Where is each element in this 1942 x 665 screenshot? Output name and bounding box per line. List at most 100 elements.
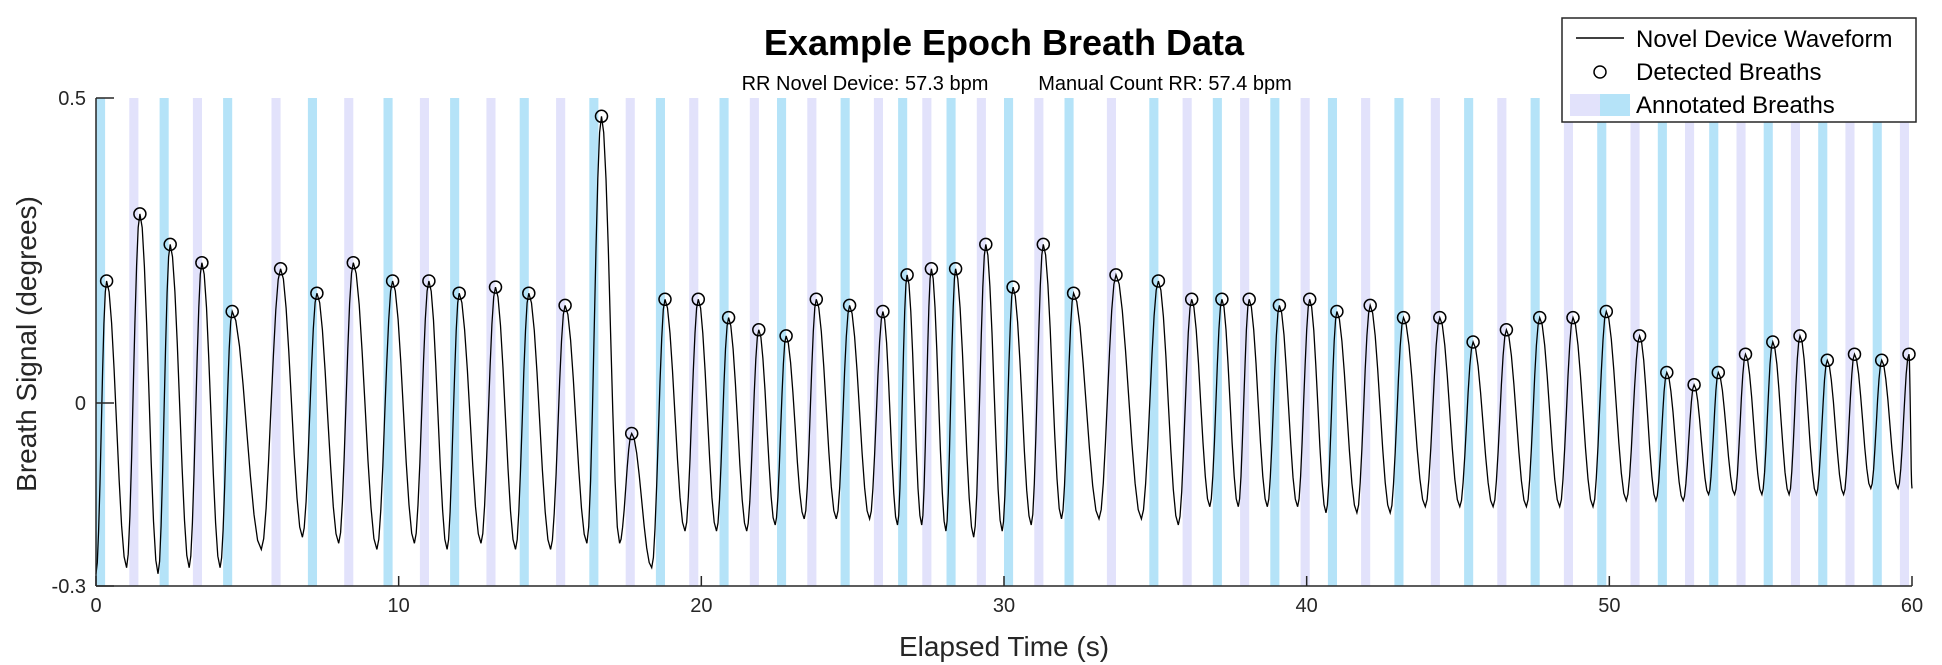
annotated-breath-band — [1563, 98, 1573, 586]
annotated-breath-band — [719, 98, 729, 586]
detected-breath-marker — [273, 262, 288, 276]
detected-breath-marker — [385, 274, 400, 288]
annotated-breath-band — [271, 98, 281, 586]
annotated-breath-band — [1685, 98, 1695, 586]
annotated-breath-band — [1872, 98, 1882, 586]
legend-label-detected: Detected Breaths — [1636, 59, 1821, 86]
detected-breath-marker — [1632, 329, 1647, 343]
detected-breath-marker — [691, 292, 706, 307]
detected-breath-marker — [1036, 237, 1051, 252]
chart-subtitle-manual-rr: Manual Count RR: 57.4 bpm — [1038, 73, 1291, 95]
x-axis-label: Elapsed Time (s) — [899, 631, 1109, 662]
detected-breath-marker — [1006, 280, 1020, 294]
detected-breath-marker — [163, 237, 177, 252]
y-tick-label: 0 — [75, 393, 86, 415]
detected-breath-marker — [1215, 292, 1229, 307]
y-tick-label: 0.5 — [58, 88, 86, 110]
y-tick-label: -0.3 — [52, 576, 86, 598]
legend-label-annotated: Annotated Breaths — [1636, 92, 1835, 119]
annotated-breath-bands — [96, 98, 1909, 586]
annotated-breath-band — [1064, 98, 1074, 586]
annotated-breath-band — [1394, 98, 1404, 586]
x-tick-label: 50 — [1598, 595, 1620, 617]
waveform-layer — [95, 116, 1913, 574]
annotated-breath-band — [1464, 98, 1474, 586]
annotated-breath-band — [1790, 98, 1800, 586]
detected-breath-marker — [721, 310, 736, 325]
x-tick-label: 40 — [1296, 595, 1318, 617]
annotated-breath-band — [1530, 98, 1540, 586]
detected-breath-marker — [452, 286, 466, 300]
annotated-breath-band — [1709, 98, 1719, 586]
legend-band-swatch-light — [1570, 94, 1600, 116]
detected-breath-marker — [1330, 304, 1344, 319]
detected-breath-marker — [1766, 335, 1780, 349]
annotated-breath-band — [450, 98, 460, 586]
annotated-breath-band — [1300, 98, 1310, 586]
detected-breath-marker — [1687, 377, 1701, 392]
annotated-breath-band — [840, 98, 850, 586]
legend-band-swatch-blue — [1600, 94, 1630, 116]
annotated-breath-band — [1327, 98, 1337, 586]
annotated-breath-band — [1004, 98, 1014, 586]
detected-breath-marker — [1466, 335, 1480, 349]
annotated-breath-band — [1845, 98, 1855, 586]
annotated-breath-band — [922, 98, 932, 586]
detected-breath-marker — [1396, 310, 1411, 325]
detected-breath-marker — [1302, 292, 1317, 307]
detected-breath-marker — [624, 426, 639, 441]
annotated-breath-band — [777, 98, 787, 586]
detected-breath-marker — [979, 237, 993, 252]
annotated-breath-band — [1597, 98, 1607, 586]
detected-breath-marker — [1599, 304, 1614, 319]
detected-breath-marker — [1433, 310, 1447, 325]
annotated-breath-band — [1430, 98, 1440, 586]
annotated-breath-band — [344, 98, 354, 586]
annotated-breath-band — [519, 98, 529, 586]
x-tick-label: 20 — [690, 595, 712, 617]
detected-breath-marker — [99, 274, 114, 288]
detected-breath-marker — [1066, 286, 1081, 300]
detected-breath-marker — [522, 286, 536, 300]
detected-breath-marker — [225, 304, 239, 319]
annotated-breath-band — [1818, 98, 1828, 586]
waveform-line — [95, 116, 1913, 574]
detected-breath-marker — [310, 286, 324, 300]
detected-breath-marker — [809, 292, 824, 307]
detected-breath-marker — [1566, 310, 1580, 325]
chart-subtitle-novel-rr: RR Novel Device: 57.3 bpm — [742, 73, 989, 95]
detected-breath-marker — [842, 298, 857, 313]
annotated-breath-band — [898, 98, 908, 586]
annotated-breath-band — [749, 98, 759, 586]
legend: Novel Device Waveform Detected Breaths A… — [1561, 17, 1917, 123]
detected-breath-marker — [558, 298, 572, 313]
annotated-breath-band — [1212, 98, 1222, 586]
annotated-breath-band — [807, 98, 817, 586]
detected-breath-marker — [752, 323, 766, 337]
chart-title: Example Epoch Breath Data — [764, 22, 1245, 63]
detected-breath-marker — [1874, 353, 1889, 368]
detected-breath-marker — [422, 274, 436, 288]
annotated-breath-band — [159, 98, 169, 586]
x-tick-label: 30 — [993, 595, 1015, 617]
detected-breath-marker — [1793, 329, 1807, 343]
annotated-breath-band — [946, 98, 956, 586]
detected-breath-marker — [1151, 274, 1166, 288]
annotated-breath-band — [625, 98, 635, 586]
detected-breath-marker — [1711, 365, 1726, 380]
annotated-breath-band — [1497, 98, 1507, 586]
annotated-breath-band — [1763, 98, 1773, 586]
detected-breath-markers — [99, 109, 1916, 441]
annotated-breath-band — [1270, 98, 1280, 586]
annotated-breath-band — [1149, 98, 1159, 586]
detected-breath-marker — [1738, 347, 1753, 361]
detected-breath-marker — [1272, 298, 1287, 313]
detected-breath-marker — [1109, 268, 1123, 282]
x-tick-label: 10 — [388, 595, 410, 617]
detected-breath-marker — [1363, 298, 1377, 313]
annotated-breath-band — [1106, 98, 1116, 586]
annotated-breath-band — [873, 98, 883, 586]
detected-breath-marker — [133, 207, 147, 221]
detected-breath-marker — [346, 255, 361, 270]
